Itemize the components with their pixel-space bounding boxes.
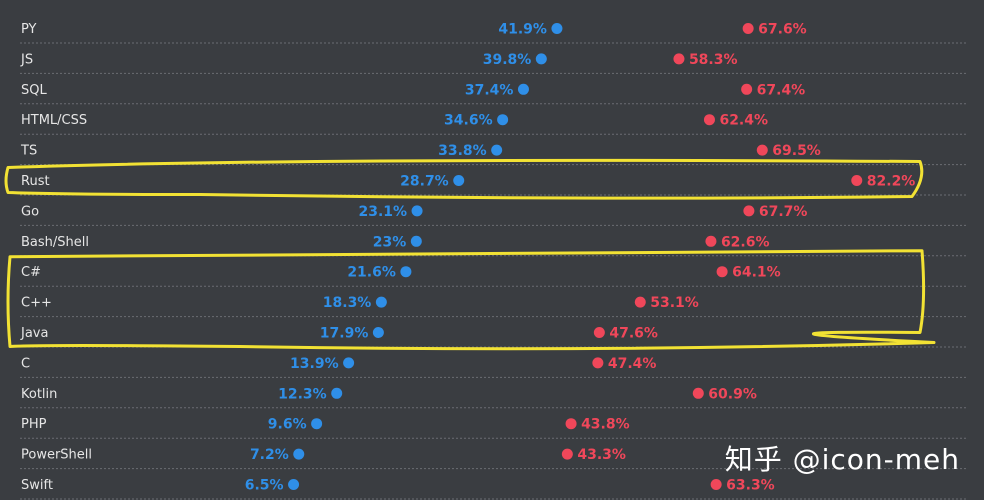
low-label-kotlin: 12.3% <box>278 386 327 402</box>
high-dot-sql <box>741 83 753 95</box>
low-dot-kotlin <box>331 387 343 399</box>
low-dot-c <box>400 266 412 278</box>
low-label-java: 17.9% <box>320 326 369 342</box>
low-label-py: 41.9% <box>498 22 547 38</box>
high-dot-swift <box>710 479 722 490</box>
category-label-swift: Swift <box>21 478 53 493</box>
low-dot-js <box>535 53 547 65</box>
category-label-html-css: HTML/CSS <box>21 113 87 128</box>
category-label-c: C <box>21 356 30 371</box>
category-label-sql: SQL <box>21 83 47 98</box>
high-label-sql: 67.4% <box>757 82 806 98</box>
high-label-ts: 69.5% <box>772 143 821 159</box>
high-dot-c <box>592 357 604 369</box>
category-label-bash-shell: Bash/Shell <box>21 235 89 250</box>
low-label-powershell: 7.2% <box>250 447 289 463</box>
low-label-ts: 33.8% <box>438 143 487 159</box>
high-dot-powershell <box>561 448 573 460</box>
high-dot-go <box>743 205 755 217</box>
low-dot-rust <box>453 175 465 186</box>
low-label-html-css: 34.6% <box>444 113 493 129</box>
high-label-rust: 82.2% <box>867 174 916 190</box>
low-label-php: 9.6% <box>268 417 307 433</box>
category-label-ts: TS <box>20 144 37 159</box>
low-dot-go <box>411 205 423 217</box>
low-label-swift: 6.5% <box>245 478 284 494</box>
high-label-c: 47.4% <box>608 356 657 372</box>
high-label-powershell: 43.3% <box>577 447 626 463</box>
low-dot-ts <box>491 144 503 156</box>
category-label-kotlin: Kotlin <box>21 387 57 402</box>
high-label-c: 64.1% <box>732 265 781 281</box>
high-dot-py <box>742 23 754 34</box>
high-dot-c <box>634 296 646 308</box>
low-dot-swift <box>288 479 300 490</box>
low-label-c: 18.3% <box>323 295 372 311</box>
high-dot-html-css <box>703 114 715 126</box>
watermark: 知乎 @icon-meh <box>724 443 960 476</box>
low-label-js: 39.8% <box>483 52 532 68</box>
high-label-bash-shell: 62.6% <box>721 234 770 250</box>
high-label-js: 58.3% <box>689 52 738 68</box>
high-dot-c <box>716 266 728 278</box>
low-label-bash-shell: 23% <box>373 234 407 250</box>
high-dot-php <box>565 418 577 430</box>
low-dot-c <box>343 357 355 369</box>
low-dot-py <box>551 23 563 34</box>
low-label-go: 23.1% <box>358 204 407 220</box>
category-label-c: C++ <box>21 296 52 311</box>
low-dot-php <box>311 418 323 430</box>
high-dot-bash-shell <box>705 235 717 247</box>
high-dot-kotlin <box>692 387 704 399</box>
high-dot-ts <box>756 144 768 156</box>
low-label-c: 21.6% <box>347 265 396 281</box>
low-label-c: 13.9% <box>290 356 339 372</box>
high-label-java: 47.6% <box>609 326 658 342</box>
high-dot-js <box>673 53 685 65</box>
low-dot-html-css <box>497 114 509 126</box>
high-label-py: 67.6% <box>758 22 807 38</box>
category-label-c: C# <box>21 265 41 280</box>
high-dot-java <box>593 327 605 338</box>
category-label-php: PHP <box>21 417 47 432</box>
category-label-go: Go <box>21 204 39 219</box>
high-label-php: 43.8% <box>581 417 630 433</box>
high-label-go: 67.7% <box>759 204 808 220</box>
low-dot-sql <box>517 83 529 95</box>
highlight-box-1 <box>4 158 924 200</box>
category-label-powershell: PowerShell <box>21 448 92 463</box>
low-dot-java <box>372 327 384 338</box>
high-label-swift: 63.3% <box>726 478 775 494</box>
high-label-kotlin: 60.9% <box>708 386 757 402</box>
low-label-sql: 37.4% <box>465 82 514 98</box>
category-label-js: JS <box>20 52 33 67</box>
low-dot-c <box>375 296 387 308</box>
category-label-rust: Rust <box>21 174 50 189</box>
high-label-html-css: 62.4% <box>719 113 768 129</box>
highlight-box-2 <box>6 249 936 351</box>
low-dot-bash-shell <box>410 235 422 247</box>
category-label-py: PY <box>21 22 37 37</box>
low-dot-powershell <box>293 448 305 460</box>
high-label-c: 53.1% <box>650 295 699 311</box>
high-dot-rust <box>851 175 863 186</box>
low-label-rust: 28.7% <box>400 174 449 190</box>
category-label-java: Java <box>20 326 48 341</box>
